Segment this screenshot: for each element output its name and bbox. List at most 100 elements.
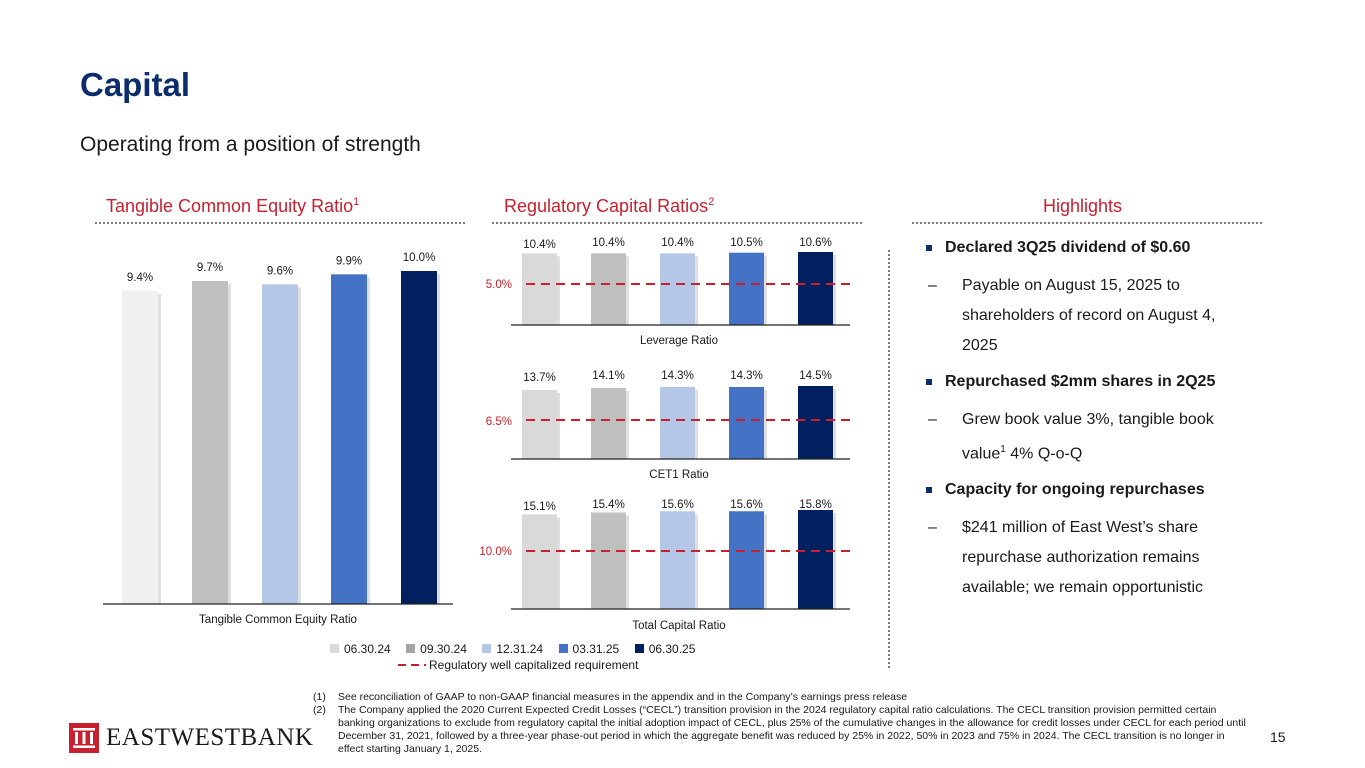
reg-chart-title: CET1 Ratio (649, 469, 708, 481)
reg-data-label: 15.6% (661, 499, 694, 511)
tce-chart: 9.4% 9.7% 9.6% 9.9% 10.0% Tangible Common Eq… (103, 252, 453, 626)
tce-data-label: 9.4% (127, 272, 153, 284)
reg-data-label: 14.5% (799, 370, 832, 382)
legend-threshold-label: Regulatory well capitalized requirement (429, 658, 639, 672)
reg-data-label: 10.5% (730, 237, 763, 249)
highlight-sub: – Grew book value 3%, tangible book value… (925, 405, 1245, 469)
legend-swatch (330, 644, 339, 653)
reg-bar (798, 510, 833, 609)
tce-bar (192, 280, 228, 604)
logo-text: EASTWESTBANK (106, 724, 314, 751)
legend-item: 09.30.24 (406, 642, 467, 656)
threshold-label: 5.0% (486, 279, 512, 291)
highlights-heading: Highlights (1043, 196, 1123, 216)
dash-icon: – (928, 277, 937, 294)
legend-threshold-swatch (398, 664, 426, 666)
highlight-bullet: Repurchased $2mm shares in 2Q25 (925, 371, 1245, 393)
tce-divider (95, 222, 465, 224)
tce-bar (331, 274, 367, 604)
bullet-square-icon (926, 245, 932, 251)
dash-icon: – (928, 519, 937, 537)
legend-swatch (634, 644, 644, 653)
legend-item: 06.30.24 (330, 642, 391, 656)
tce-bar (262, 284, 298, 604)
highlight-text: Declared 3Q25 dividend of $0.60 (945, 239, 1191, 256)
tce-bar (122, 290, 158, 604)
bullet-square-icon (926, 379, 932, 385)
legend-item: 03.31.25 (558, 641, 620, 656)
leverage-panel: 10.4% 10.4% 10.4% 10.5% 10.6% 5.0% Leverage Ra… (486, 237, 853, 347)
reg-bar (729, 387, 764, 459)
reg-data-label: 15.8% (799, 499, 832, 511)
footnote: (2) The Company applied the 2020 Current … (313, 704, 1253, 756)
legend-swatch (558, 644, 568, 653)
total-capital-panel: 15.1% 15.4% 15.6% 15.6% 15.8% 10.0% Total Capi… (479, 499, 853, 632)
reg-data-label: 14.1% (592, 370, 625, 382)
reg-data-label: 15.4% (592, 499, 625, 511)
legend-item: 12.31.24 (482, 642, 543, 656)
reg-bar (798, 252, 833, 325)
footnote-text: The Company applied the 2020 Current Exp… (338, 704, 1246, 755)
vertical-divider (888, 250, 890, 668)
highlight-sub-text-end: 4% Q-o-Q (1005, 445, 1083, 463)
highlight-bullet: Capacity for ongoing repurchases (925, 479, 1245, 501)
tce-heading-sup: 1 (353, 196, 360, 208)
legend-label: 03.31.25 (572, 641, 620, 656)
reg-bar (591, 253, 626, 325)
reg-divider (492, 222, 862, 224)
reg-bar (591, 388, 626, 459)
legend-label: 12.31.24 (496, 641, 544, 656)
tce-heading: Tangible Common Equity Ratio1 (106, 196, 359, 217)
threshold-label: 10.0% (479, 546, 512, 558)
reg-bar (522, 514, 557, 609)
highlight-sub-sup: 1 (1000, 444, 1006, 455)
reg-heading: Regulatory Capital Ratios2 (504, 196, 714, 217)
reg-data-label: 13.7% (523, 372, 556, 384)
reg-data-label: 10.4% (523, 239, 556, 251)
reg-heading-sup: 2 (708, 196, 715, 208)
reg-data-label: 14.3% (730, 370, 763, 382)
legend-label: 06.30.25 (648, 641, 696, 656)
tce-data-label: 9.6% (267, 265, 293, 277)
page-subtitle: Operating from a position of strength (80, 133, 421, 156)
reg-charts: 10.4% 10.4% 10.4% 10.5% 10.6% 5.0% Leverage Ra… (479, 237, 853, 632)
threshold-label: 6.5% (486, 416, 512, 428)
footnote-text: See reconciliation of GAAP to non-GAAP f… (338, 691, 908, 703)
reg-bar (591, 512, 626, 609)
legend-item: 06.30.25 (634, 641, 696, 656)
reg-bar (729, 511, 764, 609)
reg-bar (729, 252, 764, 325)
reg-heading-text: Regulatory Capital Ratios (504, 196, 709, 216)
tce-data-label: 9.9% (336, 255, 362, 267)
reg-bar (798, 386, 833, 459)
tce-bar (401, 271, 437, 604)
dash-icon: – (928, 411, 937, 428)
footnote: (1) See reconciliation of GAAP to non-GAA… (313, 691, 1253, 704)
logo: EASTWESTBANK (69, 723, 313, 753)
highlight-text: Capacity for ongoing repurchases (945, 481, 1205, 499)
highlight-sub: – Payable on August 15, 2025 to sharehold… (925, 271, 1245, 361)
reg-chart-title: Leverage Ratio (640, 335, 718, 347)
cet1-panel: 13.7% 14.1% 14.3% 14.3% 14.5% 6.5% CET1 Ratio (486, 370, 853, 481)
tce-data-label: 9.7% (197, 262, 223, 274)
bullet-square-icon (926, 487, 932, 494)
legend-label: 09.30.24 (420, 641, 467, 656)
highlight-text: Repurchased $2mm shares in 2Q25 (945, 373, 1216, 390)
reg-bar (660, 511, 695, 609)
legend-threshold: Regulatory well capitalized requirement (398, 658, 638, 672)
tce-axis-title: Tangible Common Equity Ratio (199, 614, 357, 626)
footnote-number: (1) (313, 691, 326, 703)
reg-data-label: 10.6% (799, 237, 832, 249)
reg-data-label: 14.3% (661, 370, 694, 382)
reg-data-label: 15.1% (523, 501, 556, 513)
highlight-bullet: Declared 3Q25 dividend of $0.60 (925, 237, 1245, 259)
reg-data-label: 10.4% (661, 237, 694, 249)
page-number: 15 (1270, 729, 1286, 745)
highlight-sub: – $241 million of East West’s share repur… (925, 513, 1245, 603)
legend-label: 06.30.24 (344, 641, 391, 656)
highlight-sub-text: Grew book value 3%, tangible book value (962, 411, 1214, 463)
legend: 06.30.24 09.30.24 12.31.24 03.31.25 06.3… (330, 640, 706, 658)
page-title: Capital (80, 66, 191, 103)
highlight-sub-text: Payable on August 15, 2025 to shareholde… (962, 277, 1216, 354)
tce-heading-text: Tangible Common Equity Ratio (106, 196, 354, 216)
